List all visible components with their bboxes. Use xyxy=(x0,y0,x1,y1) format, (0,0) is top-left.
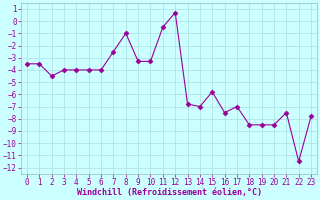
X-axis label: Windchill (Refroidissement éolien,°C): Windchill (Refroidissement éolien,°C) xyxy=(76,188,261,197)
